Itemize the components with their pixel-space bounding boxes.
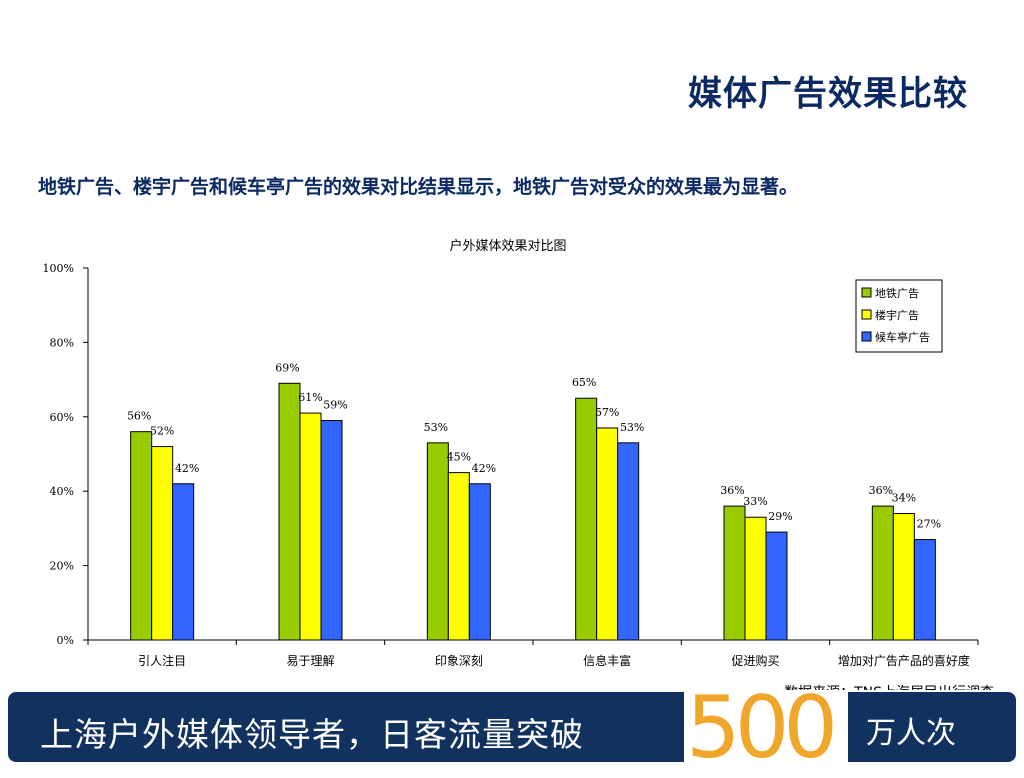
bar [744,516,767,641]
legend-swatch [861,309,872,320]
banner-right-panel [848,692,1016,762]
legend-label: 候车亭广告 [875,330,930,344]
bar [871,505,894,641]
x-tick-label: 增加对广告产品的喜好度 [838,653,970,668]
data-label: 42% [175,462,199,475]
data-label: 57% [595,406,619,419]
data-label: 42% [472,462,496,475]
bar [426,442,449,641]
data-label: 29% [768,510,792,523]
y-tick-label: 80% [50,336,74,349]
data-label: 34% [892,492,916,505]
data-label: 33% [743,495,767,508]
bar [172,483,195,641]
y-tick-label: 0% [57,634,74,647]
banner-unit: 万人次 [866,716,956,751]
data-label: 59% [323,399,347,412]
bar [596,427,619,641]
legend-swatch [861,331,872,342]
y-tick-label: 20% [50,560,74,573]
bar [913,539,936,641]
data-label: 36% [869,484,893,497]
footer-banner: 上海户外媒体领导者，日客流量突破 500 万人次 [0,678,1024,778]
bar [617,442,640,641]
y-tick-label: 100% [43,262,74,275]
data-label: 65% [572,376,596,389]
data-label: 36% [720,484,744,497]
bar [299,412,322,641]
data-label: 61% [298,391,322,404]
x-tick-label: 引人注目 [138,653,186,668]
banner-number: 500 [686,678,838,778]
bar [468,483,491,641]
banner-left-panel [8,692,684,762]
bar [575,397,598,641]
data-label: 52% [150,425,174,438]
bar [278,382,301,641]
data-label: 53% [424,421,448,434]
data-label: 69% [275,361,299,374]
data-label: 53% [620,421,644,434]
bar [765,531,788,641]
data-label: 56% [127,410,151,423]
data-label: 27% [917,518,941,531]
x-tick-label: 印象深刻 [435,654,483,668]
bar-chart-svg: 户外媒体效果对比图 0% 20% 40% 60% 80% 100% 引人注目 56% 52% 42… [43,238,979,668]
bar [130,431,153,641]
x-tick-label: 信息丰富 [583,653,631,668]
data-label: 45% [447,451,471,464]
bar [723,505,746,641]
bar [320,420,343,641]
chart: 户外媒体效果对比图 0% 20% 40% 60% 80% 100% 引人注目 56% 52% 42… [0,230,1024,680]
y-tick-label: 60% [50,411,74,424]
banner-slogan: 上海户外媒体领导者，日客流量突破 [40,715,584,754]
y-tick-label: 40% [50,485,74,498]
page-subtitle: 地铁广告、楼宇广告和候车亭广告的效果对比结果显示，地铁广告对受众的效果最为显著。 [38,176,799,198]
chart-title: 户外媒体效果对比图 [449,238,566,254]
legend-label: 地铁广告 [875,287,919,300]
page-title: 媒体广告效果比较 [688,74,968,114]
bar [447,472,470,641]
bar [151,446,174,641]
legend-swatch [861,287,872,298]
bar [892,513,915,641]
legend-label: 楼宇广告 [875,308,919,322]
x-tick-label: 易于理解 [286,654,334,668]
x-tick-label: 促进购买 [731,653,779,668]
